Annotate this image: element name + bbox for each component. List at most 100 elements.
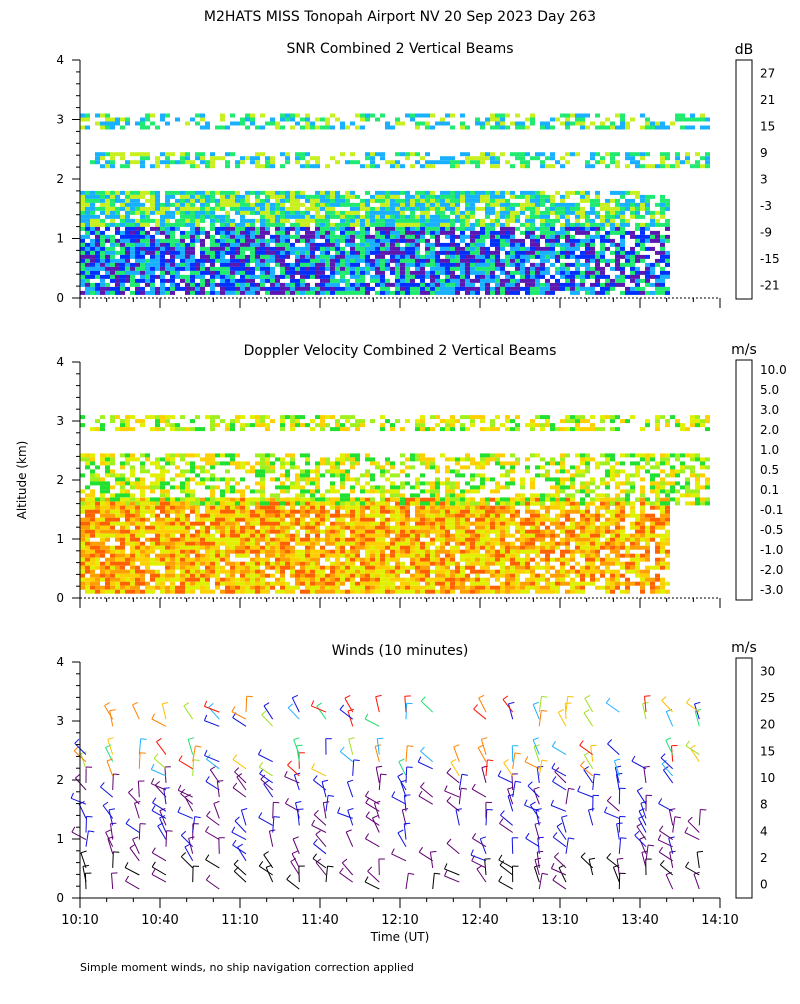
heatmap-cell [330, 554, 335, 558]
heatmap-cell [230, 534, 235, 538]
heatmap-cell [530, 215, 535, 219]
heatmap-cell [630, 207, 635, 211]
heatmap-cell [80, 550, 85, 554]
heatmap-cell [240, 223, 245, 227]
heatmap-cell [445, 510, 450, 514]
heatmap-cell [605, 199, 610, 203]
heatmap-cell [205, 586, 210, 590]
heatmap-cell [360, 271, 365, 275]
heatmap-cell [265, 522, 270, 526]
heatmap-cell [600, 291, 605, 295]
heatmap-cell [465, 211, 470, 215]
heatmap-cell [85, 251, 90, 255]
heatmap-cell [205, 510, 210, 514]
heatmap-cell [400, 554, 405, 558]
heatmap-cell [270, 562, 275, 566]
heatmap-cell [475, 271, 480, 275]
heatmap-cell [355, 510, 360, 514]
heatmap-cell [300, 590, 305, 594]
heatmap-cell [385, 219, 390, 223]
heatmap-cell [495, 203, 500, 207]
heatmap-cell [365, 118, 370, 122]
heatmap-cell [95, 554, 100, 558]
heatmap-cell [415, 538, 420, 542]
heatmap-cell [135, 514, 140, 518]
heatmap-cell [150, 586, 155, 590]
heatmap-cell [440, 122, 445, 126]
heatmap-cell [150, 259, 155, 263]
heatmap-cell [425, 287, 430, 291]
colorbar-label: -3 [760, 199, 772, 213]
heatmap-cell [365, 164, 370, 168]
heatmap-cell [280, 518, 285, 522]
heatmap-cell [80, 510, 85, 514]
heatmap-cell [135, 207, 140, 211]
heatmap-cell [395, 267, 400, 271]
heatmap-cell [315, 514, 320, 518]
heatmap-cell [705, 118, 710, 122]
heatmap-cell [510, 243, 515, 247]
heatmap-cell [205, 164, 210, 168]
heatmap-cell [255, 590, 260, 594]
heatmap-cell [495, 291, 500, 295]
heatmap-cell [85, 279, 90, 283]
heatmap-cell [100, 574, 105, 578]
heatmap-cell [390, 195, 395, 199]
heatmap-cell [400, 211, 405, 215]
heatmap-cell [630, 211, 635, 215]
heatmap-cell [120, 590, 125, 594]
heatmap-cell [370, 570, 375, 574]
heatmap-cell [85, 590, 90, 594]
heatmap-cell [345, 574, 350, 578]
heatmap-cell [365, 550, 370, 554]
heatmap-cell [90, 223, 95, 227]
heatmap-cell [480, 546, 485, 550]
heatmap-cell [530, 279, 535, 283]
heatmap-cell [300, 259, 305, 263]
heatmap-cell [295, 518, 300, 522]
heatmap-cell [195, 259, 200, 263]
heatmap-cell [285, 522, 290, 526]
heatmap-cell [135, 271, 140, 275]
heatmap-cell [645, 152, 650, 156]
heatmap-cell [575, 223, 580, 227]
heatmap-cell [180, 530, 185, 534]
heatmap-cell [330, 550, 335, 554]
heatmap-cell [195, 578, 200, 582]
heatmap-cell [205, 546, 210, 550]
heatmap-cell [525, 291, 530, 295]
heatmap-cell [80, 114, 85, 118]
heatmap-cell [180, 211, 185, 215]
heatmap-cell [420, 534, 425, 538]
heatmap-cell [170, 574, 175, 578]
heatmap-cell [220, 239, 225, 243]
heatmap-cell [665, 152, 670, 156]
heatmap-cell [145, 156, 150, 160]
heatmap-cell [315, 542, 320, 546]
heatmap-cell [425, 207, 430, 211]
heatmap-cell [615, 223, 620, 227]
heatmap-cell [195, 570, 200, 574]
heatmap-cell [445, 247, 450, 251]
heatmap-cell [160, 586, 165, 590]
heatmap-cell [270, 526, 275, 530]
heatmap-cell [290, 223, 295, 227]
heatmap-cell [205, 255, 210, 259]
heatmap-cell [485, 550, 490, 554]
heatmap-cell [350, 510, 355, 514]
heatmap-cell [285, 156, 290, 160]
heatmap-cell [535, 267, 540, 271]
heatmap-cell [570, 275, 575, 279]
heatmap-cell [180, 207, 185, 211]
heatmap-cell [190, 538, 195, 542]
heatmap-cell [265, 223, 270, 227]
heatmap-cell [120, 554, 125, 558]
heatmap-cell [315, 570, 320, 574]
heatmap-cell [120, 283, 125, 287]
heatmap-cell [490, 514, 495, 518]
heatmap-cell [300, 219, 305, 223]
heatmap-cell [120, 546, 125, 550]
heatmap-cell [275, 255, 280, 259]
heatmap-cell [345, 259, 350, 263]
heatmap-cell [370, 582, 375, 586]
